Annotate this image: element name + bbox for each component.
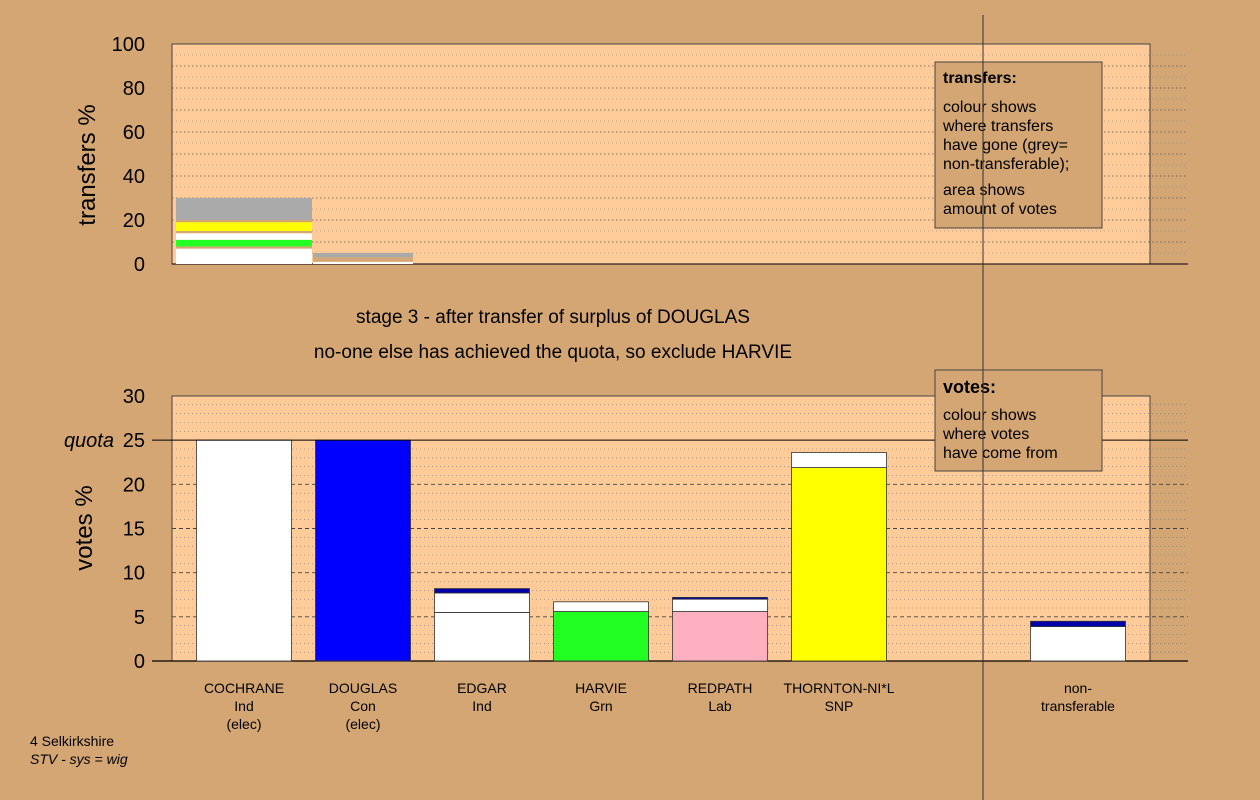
category-label: Lab (708, 698, 732, 714)
category-label: EDGAR (457, 680, 507, 696)
vote-bar-segment (553, 601, 649, 612)
footer-constituency: 4 Selkirkshire (30, 733, 114, 749)
votes-y-ticks: 0 5 10 15 20 25 30 (123, 386, 145, 673)
category-label: REDPATH (688, 680, 753, 696)
quota-label: quota (64, 430, 114, 452)
category-label: (elec) (345, 716, 380, 732)
transfer-bar-segment (176, 246, 312, 249)
votes-y-tick-label: 5 (134, 607, 145, 629)
votes-y-axis-label: votes % (71, 485, 98, 570)
category-label: Con (350, 698, 376, 714)
category-label: non- (1064, 680, 1092, 696)
vote-bar-segment (553, 611, 649, 662)
transfer-bar-segment (176, 220, 312, 223)
transfers-y-tick-label: 60 (123, 122, 145, 144)
transfer-bar-segment (176, 231, 312, 234)
transfer-bar-segment (313, 257, 413, 262)
votes-y-tick-label: 15 (123, 519, 145, 541)
transfer-bar-segment (176, 222, 312, 231)
votes-y-tick-label: 25 (123, 430, 145, 452)
votes-bars (196, 439, 1126, 662)
transfers-y-tick-label: 20 (123, 210, 145, 232)
vote-bar-segment (434, 592, 530, 613)
votes-category-labels: COCHRANE Ind (elec) DOUGLAS Con (elec) EDGAR In… (204, 680, 1115, 732)
votes-y-tick-label: 30 (123, 386, 145, 408)
transfers-legend-line: have gone (grey= (943, 137, 1068, 154)
transfer-bar-segment (176, 233, 312, 240)
votes-legend-line: colour shows (943, 407, 1036, 424)
votes-legend-line: where votes (942, 426, 1029, 443)
transfer-bar-segment (176, 239, 312, 247)
category-label: THORNTON-NI*L (784, 680, 895, 696)
vote-bar-segment (434, 612, 530, 662)
category-label: (elec) (226, 716, 261, 732)
category-label: Ind (472, 698, 491, 714)
votes-legend-title: votes: (943, 377, 996, 397)
category-label: DOUGLAS (329, 680, 397, 696)
vote-bar-segment (791, 467, 887, 662)
category-label: transferable (1041, 698, 1115, 714)
stage-line-1: stage 3 - after transfer of surplus of D… (356, 307, 750, 328)
vote-bar-segment (672, 597, 768, 600)
vote-bar-segment (791, 452, 887, 468)
transfers-legend-line: amount of votes (943, 201, 1057, 218)
category-label: SNP (825, 698, 854, 714)
transfers-y-axis-label: transfers % (74, 104, 101, 225)
vote-bar-segment (1030, 620, 1126, 627)
stage-line-2: no-one else has achieved the quota, so e… (314, 342, 792, 363)
transfers-y-tick-label: 80 (123, 78, 145, 100)
vote-bar-segment (315, 439, 411, 662)
category-label: Ind (234, 698, 253, 714)
transfers-legend-line: area shows (943, 182, 1025, 199)
transfers-legend-line: where transfers (942, 118, 1053, 135)
votes-y-tick-label: 0 (134, 651, 145, 673)
transfers-legend-line: non-transferable); (943, 156, 1069, 173)
transfers-y-tick-label: 40 (123, 166, 145, 188)
transfer-bar-segment (176, 198, 312, 220)
transfers-legend-box (934, 61, 1103, 229)
transfers-legend-line: colour shows (943, 99, 1036, 116)
category-label: HARVIE (575, 680, 627, 696)
votes-y-tick-label: 20 (123, 474, 145, 496)
votes-legend-line: have come from (943, 445, 1058, 462)
category-label: COCHRANE (204, 680, 284, 696)
transfers-y-tick-label: 0 (134, 254, 145, 276)
transfers-bars (176, 198, 413, 264)
transfers-y-ticks: 0 20 40 60 80 100 (112, 34, 145, 276)
footer-system: STV - sys = wig (30, 751, 128, 767)
vote-bar-segment (196, 439, 292, 662)
votes-y-tick-label: 10 (123, 563, 145, 585)
transfers-y-tick-label: 100 (112, 34, 145, 56)
transfers-legend-title: transfers: (943, 70, 1017, 87)
vote-bar-segment (672, 598, 768, 612)
category-label: Grn (589, 698, 612, 714)
transfer-bar-segment (313, 261, 413, 264)
transfer-bar-segment (176, 248, 312, 264)
vote-bar-segment (1030, 626, 1126, 662)
transfer-bar-segment (313, 253, 413, 258)
votes-legend-box (934, 369, 1103, 472)
vote-bar-segment (434, 588, 530, 594)
vote-bar-segment (672, 611, 768, 662)
